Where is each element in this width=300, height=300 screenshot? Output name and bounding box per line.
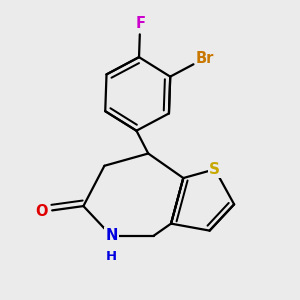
Text: F: F [135,16,145,32]
Text: N: N [105,228,118,243]
Text: H: H [106,250,117,263]
Text: S: S [209,162,220,177]
Text: Br: Br [196,50,214,65]
Text: O: O [35,204,47,219]
